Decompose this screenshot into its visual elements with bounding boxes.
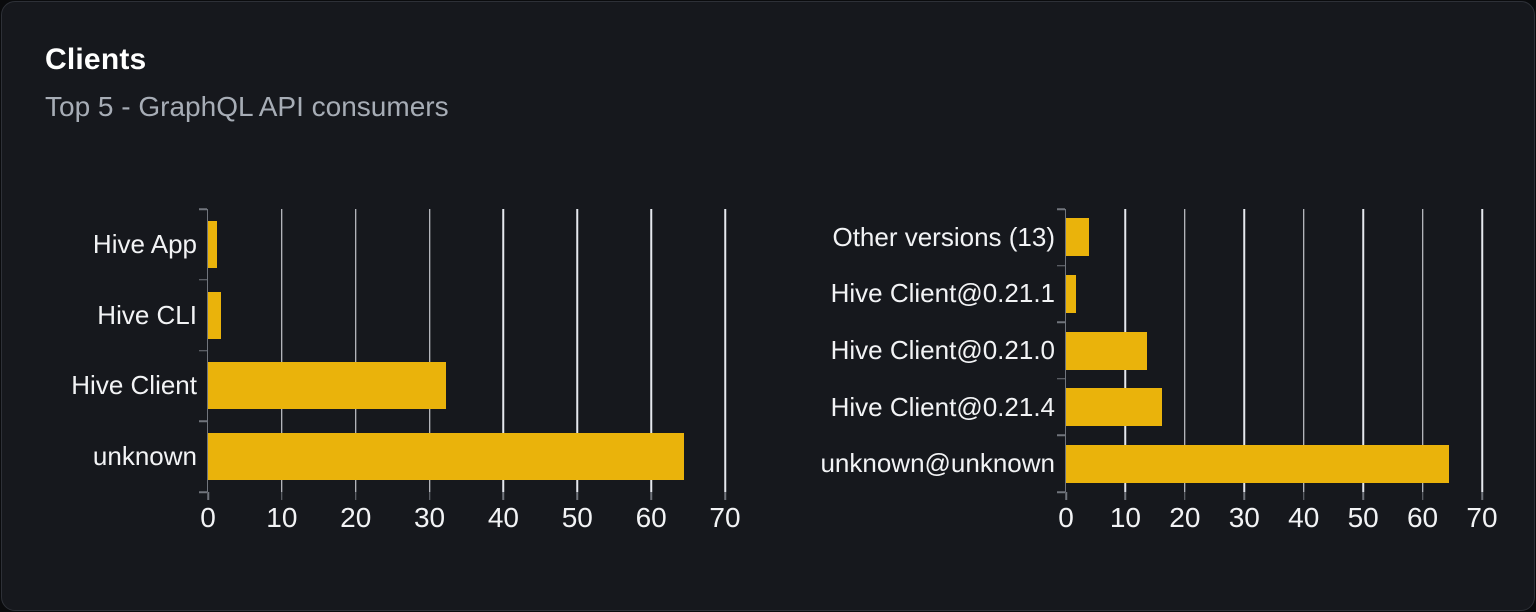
- category-labels: Hive App Hive CLI Hive Client unknown: [45, 209, 207, 492]
- gridline: [576, 209, 579, 492]
- y-axis-tick: [1056, 264, 1065, 267]
- x-axis-tick: [1421, 492, 1424, 500]
- x-axis-tick: [576, 492, 579, 500]
- bar: [1066, 274, 1076, 313]
- card-title: Clients: [45, 43, 147, 76]
- client-versions-chart: Other versions (13) Hive Client@0.21.1 Hiv…: [820, 208, 1498, 533]
- x-axis-tick-label: 10: [1109, 502, 1141, 533]
- y-axis-tick: [1056, 491, 1065, 493]
- gridline: [1243, 209, 1246, 492]
- y-axis-tick: [198, 208, 207, 210]
- x-axis-tick-label: 40: [487, 502, 519, 533]
- y-axis-tick: [198, 491, 207, 493]
- gridline: [1184, 209, 1186, 492]
- x-axis-tick-label: 50: [1347, 502, 1379, 533]
- y-axis-tick: [198, 279, 207, 281]
- gridline: [650, 209, 652, 492]
- x-axis-tick-label: 0: [1058, 502, 1074, 533]
- gridline: [428, 209, 431, 492]
- gridline: [354, 209, 357, 492]
- x-axis-tick: [1302, 492, 1305, 500]
- plot-area: 0 10 20 30 40 50 60 70: [198, 208, 741, 533]
- x-axis-tick: [1481, 492, 1483, 500]
- category-label: Hive Client@0.21.4: [830, 391, 1055, 422]
- bar: [1066, 388, 1163, 427]
- y-axis-tick: [1056, 434, 1065, 437]
- x-axis-tick-label: 70: [709, 502, 741, 533]
- y-axis-tick: [198, 349, 207, 352]
- x-axis-tick: [428, 492, 431, 500]
- x-axis-tick-label: 10: [266, 502, 298, 533]
- category-label: unknown@unknown: [820, 448, 1055, 479]
- category-label: Other versions (13): [832, 221, 1055, 252]
- x-axis-tick-label: 20: [340, 502, 372, 533]
- category-labels: Other versions (13) Hive Client@0.21.1 Hiv…: [820, 209, 1065, 492]
- category-label: unknown: [92, 441, 197, 472]
- y-axis-tick: [198, 420, 207, 422]
- gridline: [1302, 209, 1305, 492]
- clients-top5-chart: Hive App Hive CLI Hive Client unknown 0 10 20 3…: [45, 208, 741, 533]
- x-axis-tick-label: 30: [413, 502, 446, 533]
- x-axis-tick-label: 60: [635, 502, 667, 533]
- x-axis-tick-label: 20: [1169, 502, 1201, 533]
- x-axis-tick: [650, 492, 652, 500]
- x-axis-tick-label: 30: [1228, 502, 1260, 533]
- category-label: Hive Client: [71, 370, 197, 401]
- x-axis-tick: [207, 492, 209, 500]
- bar: [208, 362, 446, 410]
- bar: [1066, 218, 1089, 257]
- gridline: [281, 209, 283, 492]
- x-axis-tick: [354, 492, 357, 500]
- x-axis-tick: [502, 492, 505, 500]
- bar: [208, 220, 217, 268]
- gridline: [724, 209, 726, 492]
- x-axis-tick-label: 60: [1406, 502, 1439, 533]
- card-subtitle: Top 5 - GraphQL API consumers: [45, 91, 449, 122]
- x-axis-tick: [1065, 492, 1067, 500]
- x-axis-tick-label: 50: [561, 502, 593, 533]
- category-label: Hive App: [92, 228, 197, 259]
- x-axis-tick-label: 0: [200, 502, 216, 533]
- category-label: Hive CLI: [97, 299, 197, 330]
- bar: [208, 291, 222, 339]
- gridline: [1362, 209, 1364, 492]
- x-axis-tick-label: 40: [1288, 502, 1320, 533]
- category-label: Hive Client@0.21.1: [830, 278, 1055, 309]
- x-axis-tick: [1124, 492, 1127, 500]
- x-axis-tick: [1243, 492, 1246, 500]
- bar: [1066, 331, 1147, 370]
- bar: [208, 433, 684, 481]
- bar: [1066, 444, 1449, 483]
- x-axis-tick: [724, 492, 726, 500]
- card-header: Clients Top 5 - GraphQL API consumers: [45, 42, 449, 123]
- x-axis-tick: [281, 492, 283, 500]
- gridline: [502, 209, 505, 492]
- category-label: Hive Client@0.21.0: [830, 334, 1055, 365]
- y-axis-tick: [1056, 208, 1065, 210]
- gridline: [1481, 209, 1483, 492]
- plot-area: 0 10 20 30 40 50 60 70: [1056, 208, 1498, 533]
- x-axis-tick-label: 70: [1466, 502, 1498, 533]
- x-axis-tick: [1184, 492, 1186, 500]
- y-axis-tick: [1056, 321, 1065, 323]
- gridline: [1421, 209, 1424, 492]
- y-axis-tick: [1056, 378, 1065, 380]
- x-axis-tick: [1362, 492, 1364, 500]
